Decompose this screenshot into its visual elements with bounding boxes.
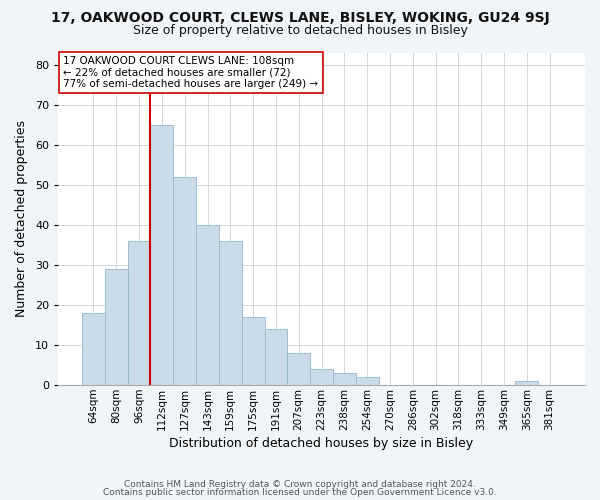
- Bar: [128, 241, 151, 385]
- Bar: [333, 373, 356, 385]
- Bar: [356, 377, 379, 385]
- Bar: [310, 369, 333, 385]
- Text: 17, OAKWOOD COURT, CLEWS LANE, BISLEY, WOKING, GU24 9SJ: 17, OAKWOOD COURT, CLEWS LANE, BISLEY, W…: [50, 11, 550, 25]
- X-axis label: Distribution of detached houses by size in Bisley: Distribution of detached houses by size …: [169, 437, 473, 450]
- Bar: [265, 329, 287, 385]
- Y-axis label: Number of detached properties: Number of detached properties: [15, 120, 28, 318]
- Text: Size of property relative to detached houses in Bisley: Size of property relative to detached ho…: [133, 24, 467, 37]
- Bar: [173, 176, 196, 385]
- Bar: [196, 225, 219, 385]
- Bar: [151, 124, 173, 385]
- Bar: [105, 269, 128, 385]
- Bar: [242, 317, 265, 385]
- Bar: [219, 241, 242, 385]
- Bar: [515, 381, 538, 385]
- Text: Contains public sector information licensed under the Open Government Licence v3: Contains public sector information licen…: [103, 488, 497, 497]
- Bar: [82, 313, 105, 385]
- Bar: [287, 353, 310, 385]
- Text: 17 OAKWOOD COURT CLEWS LANE: 108sqm
← 22% of detached houses are smaller (72)
77: 17 OAKWOOD COURT CLEWS LANE: 108sqm ← 22…: [64, 56, 319, 89]
- Text: Contains HM Land Registry data © Crown copyright and database right 2024.: Contains HM Land Registry data © Crown c…: [124, 480, 476, 489]
